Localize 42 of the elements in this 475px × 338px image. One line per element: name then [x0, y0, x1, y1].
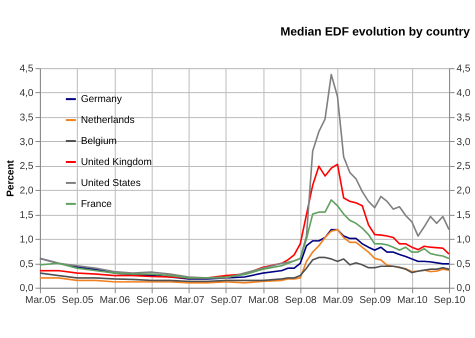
x-tick-label: Mar.08: [248, 295, 280, 306]
y-tick-label: 3,5: [20, 112, 34, 124]
y2-tick-label: 4,0: [456, 88, 471, 100]
x-tick-label: Mar.05: [25, 295, 56, 306]
chart-title: Median EDF evolution by country: [280, 24, 470, 38]
x-tick-label: Sep.05: [62, 295, 94, 306]
x-tick-label: Mar.09: [322, 295, 354, 306]
y2-tick-label: 4,5: [456, 64, 471, 75]
y2-tick-label: 0,5: [456, 258, 471, 270]
x-tick-label: Sep.08: [284, 295, 318, 306]
line-series: [39, 199, 450, 279]
legend-label: France: [80, 198, 112, 210]
y-tick-label: 2,5: [20, 161, 34, 172]
legend-label: United Kingdom: [80, 156, 152, 168]
x-tick-label: Mar.06: [100, 295, 130, 306]
x-tick-label: Sep.10: [434, 295, 466, 306]
x-tick-label: Sep.06: [136, 295, 168, 306]
y-tick-label: 4,5: [20, 64, 34, 75]
y2-tick-label: 3,5: [456, 112, 471, 124]
legend-label: Netherlands: [80, 115, 135, 126]
x-tick-label: Mar.10: [397, 295, 428, 306]
x-tick-label: Sep.09: [359, 295, 392, 306]
y-tick-label: 0,0: [20, 283, 34, 294]
x-tick-label: Mar.07: [174, 295, 205, 306]
y-tick-label: 3,0: [20, 136, 34, 148]
y-tick-label: 1,0: [20, 234, 34, 246]
y2-tick-label: 1,5: [456, 210, 471, 222]
y-tick-label: 1,5: [20, 210, 34, 222]
x-tick-label: Sep.07: [210, 295, 243, 306]
legend-label: Belgium: [80, 136, 117, 148]
y-tick-label: 4,0: [20, 88, 34, 100]
y2-tick-label: 2,0: [456, 186, 471, 197]
legend-label: Germany: [80, 94, 122, 106]
y-axis-title: Percent: [6, 159, 17, 197]
line-series: [39, 256, 450, 282]
legend-label: United States: [80, 178, 141, 189]
y-tick-label: 0,5: [20, 258, 34, 270]
y2-tick-label: 2,5: [456, 161, 471, 172]
y2-tick-label: 3,0: [456, 136, 471, 148]
y2-tick-label: 0,0: [456, 283, 471, 294]
y2-tick-label: 1,0: [456, 234, 471, 246]
y-tick-label: 2,0: [20, 186, 34, 197]
